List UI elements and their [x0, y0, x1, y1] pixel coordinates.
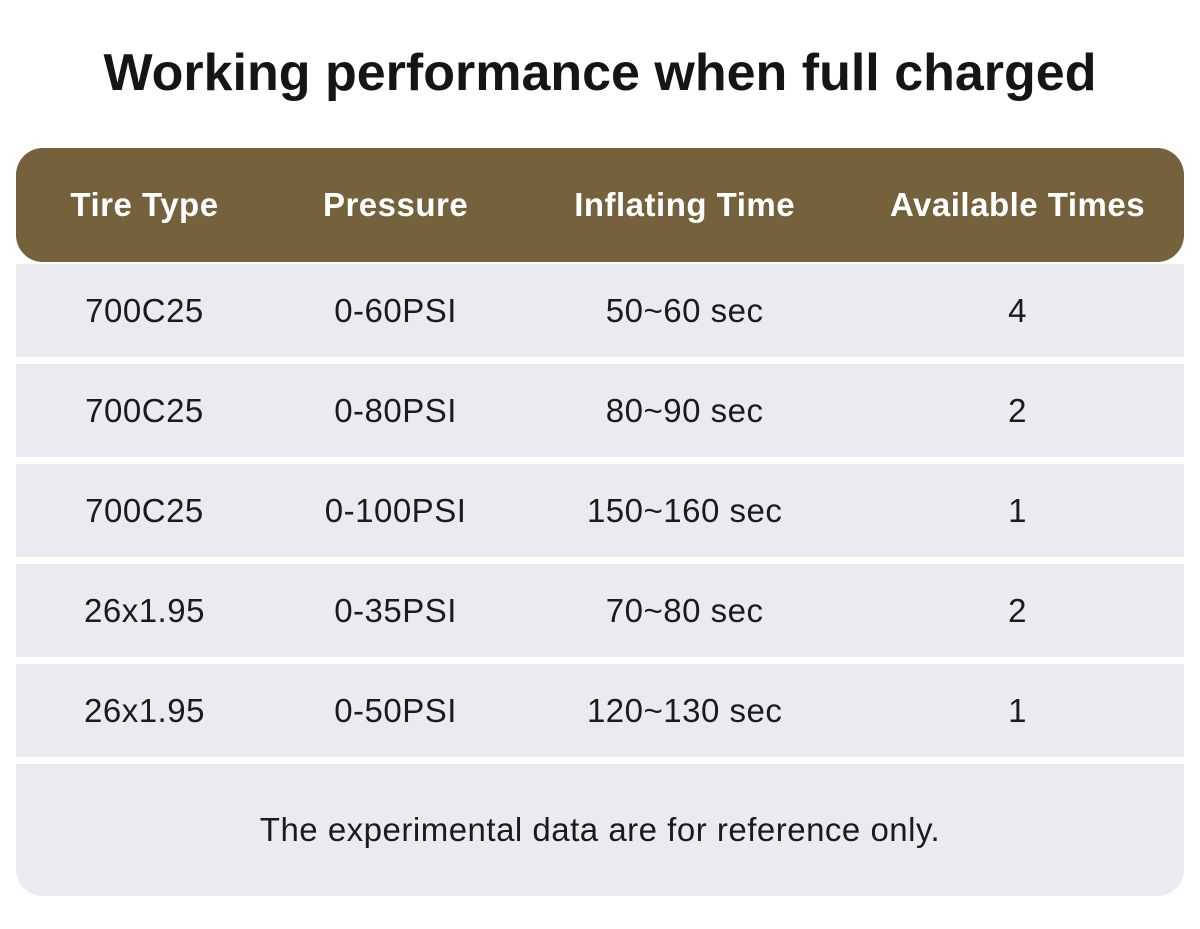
column-header-inflating-time: Inflating Time [574, 186, 796, 224]
table-row: 26x1.95 0-35PSI 70~80 sec 2 [16, 564, 1184, 658]
cell-tire-type: 700C25 [85, 491, 204, 529]
cell-inflating-time: 80~90 sec [605, 391, 764, 429]
cell-pressure: 0-60PSI [334, 291, 457, 329]
cell-tire-type: 26x1.95 [84, 691, 205, 729]
column-header-available-times: Available Times [889, 186, 1146, 224]
footnote-text: The experimental data are for reference … [259, 811, 941, 849]
column-header-tire-type: Tire Type [70, 186, 219, 224]
table-row: 700C25 0-80PSI 80~90 sec 2 [16, 364, 1184, 458]
cell-tire-type: 700C25 [85, 291, 204, 329]
table-row: 700C25 0-100PSI 150~160 sec 1 [16, 464, 1184, 558]
cell-available-times: 2 [1008, 591, 1027, 629]
cell-pressure: 0-100PSI [324, 491, 467, 529]
table-row: 700C25 0-60PSI 50~60 sec 4 [16, 264, 1184, 358]
cell-available-times: 1 [1008, 691, 1027, 729]
cell-pressure: 0-35PSI [334, 591, 457, 629]
cell-available-times: 4 [1008, 291, 1027, 329]
cell-pressure: 0-80PSI [334, 391, 457, 429]
cell-inflating-time: 50~60 sec [605, 291, 764, 329]
cell-available-times: 2 [1008, 391, 1027, 429]
column-header-pressure: Pressure [322, 186, 469, 224]
cell-inflating-time: 150~160 sec [586, 491, 783, 529]
page-title: Working performance when full charged [103, 44, 1097, 102]
performance-table: Tire Type Pressure Inflating Time Availa… [16, 148, 1184, 897]
table-header-row: Tire Type Pressure Inflating Time Availa… [16, 148, 1184, 263]
cell-inflating-time: 70~80 sec [605, 591, 764, 629]
cell-tire-type: 26x1.95 [84, 591, 205, 629]
cell-pressure: 0-50PSI [334, 691, 457, 729]
cell-tire-type: 700C25 [85, 391, 204, 429]
table-footnote-row: The experimental data are for reference … [16, 764, 1184, 897]
cell-inflating-time: 120~130 sec [586, 691, 783, 729]
table-row: 26x1.95 0-50PSI 120~130 sec 1 [16, 664, 1184, 758]
cell-available-times: 1 [1008, 491, 1027, 529]
